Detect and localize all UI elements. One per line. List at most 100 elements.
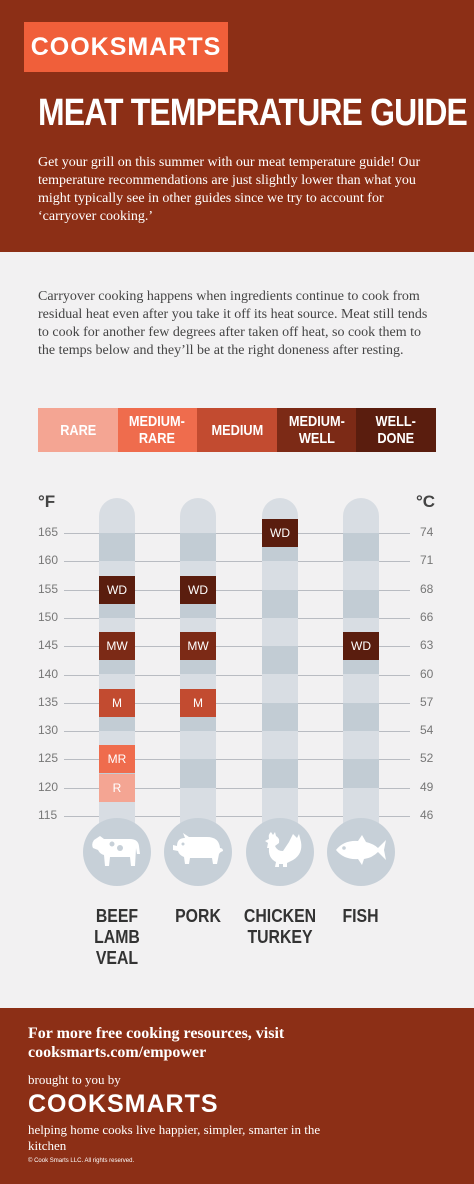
- fahrenheit-tick: 165: [38, 525, 59, 539]
- celsius-tick: 57: [420, 694, 434, 709]
- fahrenheit-tick: 115: [38, 808, 58, 822]
- legend-label: WELL- DONE: [375, 413, 417, 447]
- gridline: [64, 759, 410, 761]
- meat-label-text: FISH: [342, 906, 380, 926]
- celsius-tick: 63: [420, 638, 434, 653]
- fahrenheit-tick: 130: [38, 723, 59, 738]
- doneness-marker-mw: MW: [180, 632, 216, 661]
- thermometer-chicken: WD: [262, 498, 298, 850]
- thermometer-band: [180, 759, 216, 788]
- doneness-marker-wd: WD: [262, 519, 298, 547]
- celsius-tick: 66: [420, 609, 434, 624]
- doneness-marker-m: M: [180, 688, 216, 717]
- doneness-marker-m: M: [99, 688, 135, 717]
- thermometer-band: [343, 759, 379, 788]
- logo-text: COOKSMARTS: [30, 32, 222, 61]
- footer-logo: COOKSMARTS: [28, 1090, 219, 1118]
- fahrenheit-label: °F: [38, 492, 56, 511]
- thermometer-band: [262, 646, 298, 675]
- legend-item-mr: MEDIUM- RARE: [117, 408, 198, 452]
- celsius-tick: 52: [420, 751, 434, 766]
- intro-text: Get your grill on this summer with our m…: [38, 155, 421, 224]
- meat-label-text: CHICKEN TURKEY: [243, 906, 317, 947]
- fahrenheit-tick: 155: [38, 581, 59, 596]
- legend-item-m: MEDIUM: [197, 408, 277, 452]
- logo: COOKSMARTS: [24, 22, 228, 72]
- footer: For more free cooking resources, visit c…: [0, 1008, 474, 1184]
- fish-icon: [334, 830, 388, 875]
- celsius-label: °C: [416, 492, 436, 511]
- thermometer-bulb: [164, 818, 232, 886]
- gridline: [64, 617, 410, 619]
- thermometer-band: [343, 589, 379, 618]
- thermometer-pig: WD MW M: [180, 498, 216, 850]
- doneness-marker-wd: WD: [99, 575, 135, 604]
- gridline: [64, 533, 410, 534]
- gridline: [64, 816, 410, 817]
- doneness-marker-mw: MW: [99, 632, 135, 661]
- gridline: [64, 787, 410, 789]
- celsius-tick: 54: [420, 723, 434, 738]
- legend-label: MEDIUM- WELL: [288, 413, 345, 447]
- gridline: [64, 702, 410, 704]
- gridline: [64, 561, 410, 563]
- doneness-marker-mr: MR: [99, 745, 135, 774]
- header: COOKSMARTS MEAT TEMPERATURE GUIDE Get yo…: [0, 0, 474, 252]
- thermometer-band: [262, 759, 298, 788]
- tagline: helping home cooks live happier, simpler…: [28, 1122, 321, 1153]
- thermometer-fish: WD: [343, 498, 379, 850]
- legend-label: RARE: [59, 421, 96, 439]
- copyright: © Cook Smarts LLC. All rights reserved.: [28, 1158, 135, 1164]
- brought-by-text: brought to you by: [28, 1072, 121, 1087]
- legend-label: MEDIUM- RARE: [129, 413, 186, 447]
- gridline: [64, 731, 410, 733]
- celsius-tick: 74: [420, 525, 434, 539]
- thermometer-cow: WD MW M MR R: [99, 498, 135, 850]
- carryover-explanation: Carryover cooking happens when ingredien…: [38, 289, 428, 358]
- meat-label-text: BEEF LAMB VEAL: [94, 906, 140, 968]
- thermometer-band: [262, 702, 298, 732]
- doneness-legend: RARE MEDIUM- RARE MEDIUM MEDIUM- WELL WELL- …: [38, 408, 436, 452]
- page-title: MEAT TEMPERATURE GUIDE: [38, 92, 468, 134]
- gridline: [64, 589, 410, 591]
- thermometer-bulb: [246, 818, 314, 886]
- celsius-tick: 68: [420, 581, 434, 596]
- legend-item-wd: WELL- DONE: [356, 408, 436, 452]
- gridline: [64, 674, 410, 676]
- temperature-chart: °F °C 165 74 160 71 155 68 150 66 145 63 140 60 135 5…: [0, 480, 474, 1000]
- doneness-marker-wd: WD: [343, 632, 379, 661]
- gridline: [64, 646, 410, 648]
- resources-text: For more free cooking resources, visit c…: [28, 1025, 285, 1061]
- fahrenheit-tick: 140: [38, 666, 59, 681]
- celsius-tick: 60: [420, 666, 434, 681]
- thermometer-band: [180, 533, 216, 562]
- legend-item-r: RARE: [38, 408, 118, 452]
- legend-item-mw: MEDIUM- WELL: [276, 408, 357, 452]
- meat-label: CHICKEN TURKEY: [230, 906, 330, 948]
- thermometer-band: [262, 589, 298, 618]
- chicken-icon: [253, 830, 307, 875]
- fahrenheit-tick: 135: [38, 694, 59, 709]
- thermometer-bulb: [327, 818, 395, 886]
- fahrenheit-tick: 145: [38, 638, 59, 653]
- thermometer-band: [343, 702, 379, 732]
- celsius-tick: 46: [420, 808, 434, 822]
- thermometer-band: [343, 533, 379, 562]
- meat-label: PORK: [148, 906, 248, 927]
- pig-icon: [171, 830, 225, 875]
- thermometer-band: [99, 533, 135, 562]
- fahrenheit-tick: 120: [38, 779, 59, 794]
- thermometer-bulb: [83, 818, 151, 886]
- meat-label-text: PORK: [175, 906, 221, 926]
- fahrenheit-tick: 160: [38, 553, 59, 568]
- fahrenheit-tick: 125: [38, 751, 59, 766]
- fahrenheit-tick: 150: [38, 609, 59, 624]
- celsius-tick: 71: [420, 553, 434, 568]
- meat-label: BEEF LAMB VEAL: [67, 906, 167, 969]
- cow-icon: [90, 830, 144, 875]
- legend-label: MEDIUM: [211, 421, 263, 439]
- doneness-marker-wd: WD: [180, 575, 216, 604]
- meat-label: FISH: [311, 906, 411, 927]
- celsius-tick: 49: [420, 779, 434, 794]
- doneness-marker-r: R: [99, 773, 135, 802]
